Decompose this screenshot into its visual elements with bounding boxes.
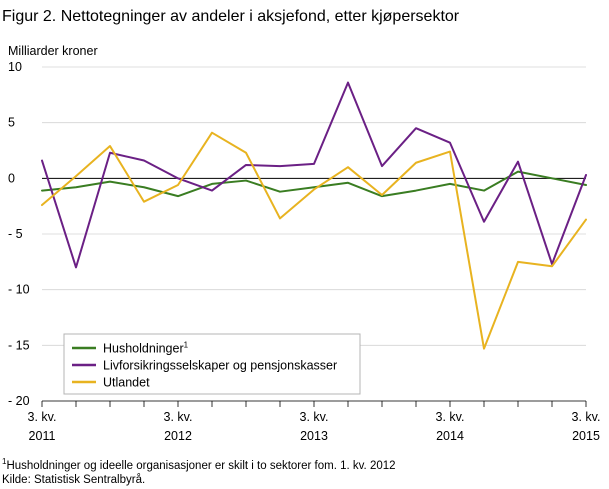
svg-text:1Husholdninger og ideelle orga: 1Husholdninger og ideelle organisasjoner… [2, 457, 396, 472]
footnote: 1Husholdninger og ideelle organisasjoner… [2, 457, 396, 486]
legend-label: Utlandet [103, 376, 150, 390]
x-tick-label-year: 2012 [164, 429, 192, 443]
series-line [41, 81, 587, 269]
y-tick-label: 10 [8, 60, 22, 74]
y-tick-label: - 20 [8, 394, 30, 408]
y-tick-label: - 15 [8, 338, 30, 352]
y-tick-label: 0 [8, 171, 15, 185]
y-tick-label: 5 [8, 116, 15, 130]
x-tick-label-year: 2015 [572, 429, 600, 443]
y-axis-ticks: 10 5 0 - 5 - 10 - 15 - 20 [8, 60, 30, 408]
series-lines [41, 81, 587, 350]
x-tick-label: 3. kv. [436, 410, 465, 424]
series-line [41, 131, 587, 350]
y-axis-label: Milliarder kroner [8, 44, 98, 58]
footnote-text: Husholdninger og ideelle organisasjoner … [6, 460, 395, 472]
x-tick-label-year: 2011 [29, 429, 56, 443]
x-tick-label: 3. kv. [164, 410, 193, 424]
x-tick-label-year: 2014 [436, 429, 464, 443]
legend-label: Livforsikringsselskaper og pensjonskasse… [103, 359, 337, 373]
y-tick-label: - 10 [8, 283, 30, 297]
footnote-marker: 1 [2, 457, 7, 466]
y-tick-label: - 5 [8, 227, 23, 241]
x-tick-label-year: 2013 [300, 429, 328, 443]
x-tick-label: 3. kv. [572, 410, 601, 424]
legend-box [63, 333, 361, 395]
series-line [41, 170, 587, 198]
x-tick-label: 3. kv. [28, 410, 57, 424]
legend: Husholdninger1 Livforsikringsselskaper og… [63, 333, 361, 395]
x-tick-label: 3. kv. [300, 410, 329, 424]
source-text: Kilde: Statistisk Sentralbyrå. [2, 474, 145, 486]
chart-title: Figur 2. Nettotegninger av andeler i aks… [2, 8, 460, 25]
x-axis-ticks: 3. kv. 2011 3. kv. 2012 3. kv. 2013 3. kv. 2014… [28, 400, 601, 443]
legend-label: Husholdninger1 [103, 341, 189, 356]
